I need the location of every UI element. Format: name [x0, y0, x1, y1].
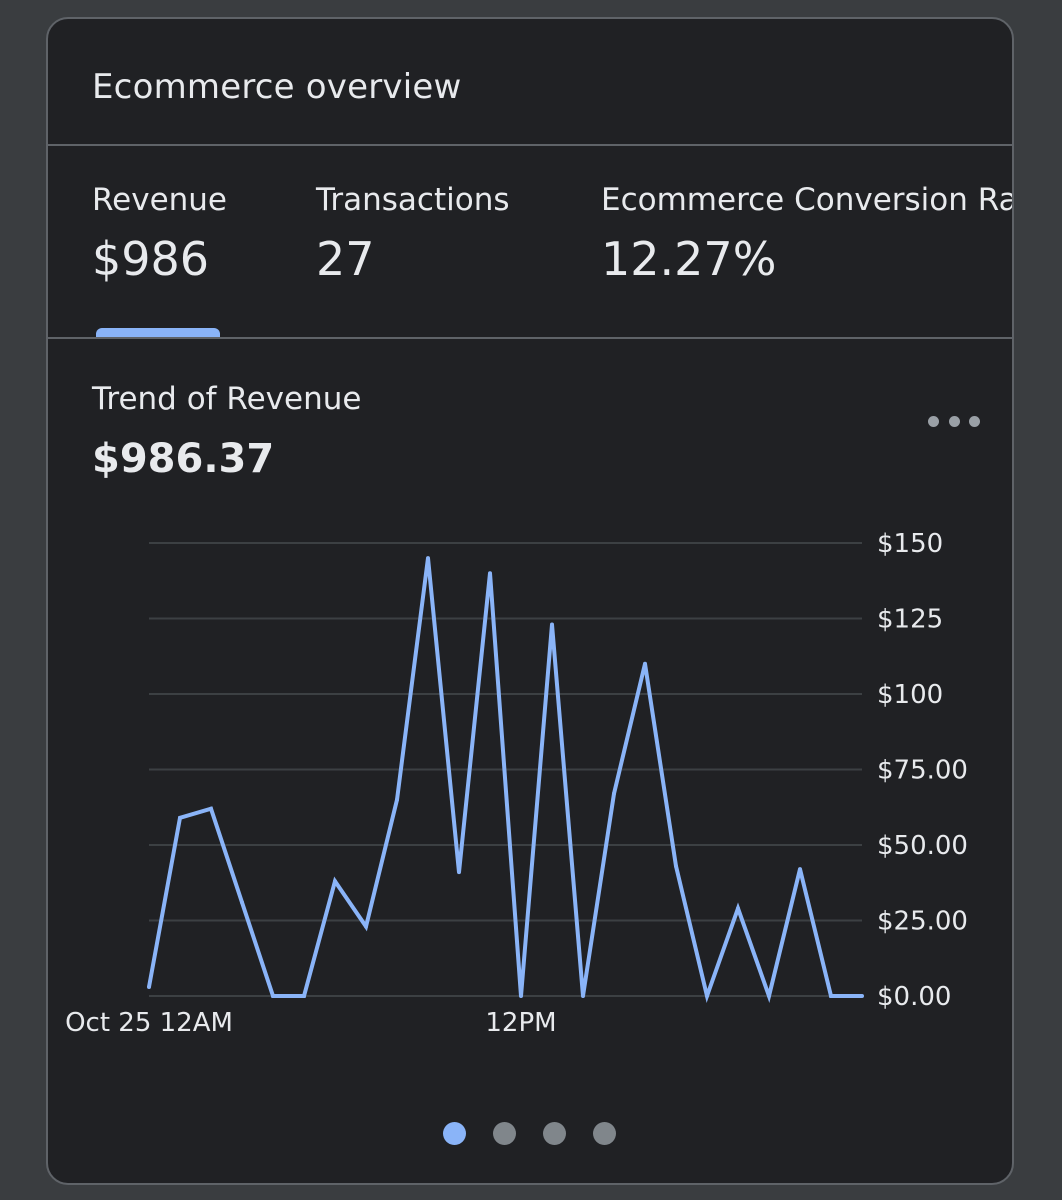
data-point	[705, 994, 709, 998]
metric-label: Ecommerce Conversion Rate	[601, 182, 1012, 218]
data-point	[364, 924, 368, 929]
data-point	[643, 661, 647, 666]
metric-tab-transactions[interactable]: Transactions 27	[316, 182, 510, 286]
y-tick-label: $75.00	[877, 756, 968, 786]
more-horizontal-icon-dot	[969, 415, 980, 427]
y-tick-label: $0.00	[877, 982, 951, 1012]
more-horizontal-icon	[928, 415, 939, 427]
y-tick-label: $100	[877, 680, 943, 710]
metric-tabs: Revenue $986 Transactions 27 Ecommerce C…	[48, 146, 1012, 339]
data-point	[550, 622, 554, 627]
x-tick-label: Oct 25 12AM	[65, 1008, 233, 1038]
data-point	[798, 867, 802, 872]
data-point	[178, 815, 182, 820]
data-point	[829, 994, 833, 998]
selected-tab-indicator	[96, 328, 220, 337]
data-point	[767, 994, 771, 998]
data-point	[519, 994, 523, 998]
metric-tab-revenue[interactable]: Revenue $986	[92, 182, 227, 286]
data-point	[271, 994, 275, 998]
ecommerce-overview-card: Ecommerce overview Revenue $986 Transact…	[46, 17, 1014, 1185]
data-point	[209, 806, 213, 811]
data-point	[581, 994, 585, 998]
trend-value: $986.37	[92, 436, 275, 482]
y-tick-label: $150	[877, 529, 943, 559]
card-title: Ecommerce overview	[92, 67, 462, 107]
y-tick-label: $125	[877, 605, 943, 635]
revenue-series-line	[147, 557, 862, 1004]
metric-tab-conversion-rate[interactable]: Ecommerce Conversion Rate 12.27%	[601, 182, 1012, 286]
data-point	[302, 994, 306, 998]
metric-value: $986	[92, 232, 210, 286]
pagination-dot[interactable]	[593, 1122, 616, 1145]
x-tick-label: 12PM	[485, 1008, 556, 1038]
data-point	[674, 864, 678, 869]
metric-value: 12.27%	[601, 232, 777, 286]
y-tick-label: $50.00	[877, 831, 968, 861]
pagination-dot[interactable]	[543, 1122, 566, 1145]
metric-label: Revenue	[92, 182, 228, 218]
more-options-button[interactable]	[926, 409, 982, 433]
data-point	[457, 870, 461, 875]
pagination-dot[interactable]	[493, 1122, 516, 1145]
data-point	[488, 571, 492, 576]
more-horizontal-icon-dot	[948, 415, 960, 427]
data-point	[240, 900, 244, 905]
metric-value: 27	[316, 232, 375, 286]
data-point	[147, 984, 151, 989]
data-point	[426, 556, 430, 561]
pagination-dot[interactable]	[443, 1122, 466, 1145]
card-header: Ecommerce overview	[48, 19, 1012, 146]
data-point	[860, 994, 864, 998]
data-point	[612, 791, 616, 796]
data-point	[395, 797, 399, 802]
y-tick-label: $25.00	[877, 907, 968, 937]
trend-title: Trend of Revenue	[92, 381, 362, 417]
metric-label: Transactions	[316, 182, 510, 218]
pagination-dots	[443, 1122, 616, 1146]
data-point	[333, 879, 337, 884]
data-point	[736, 906, 740, 911]
